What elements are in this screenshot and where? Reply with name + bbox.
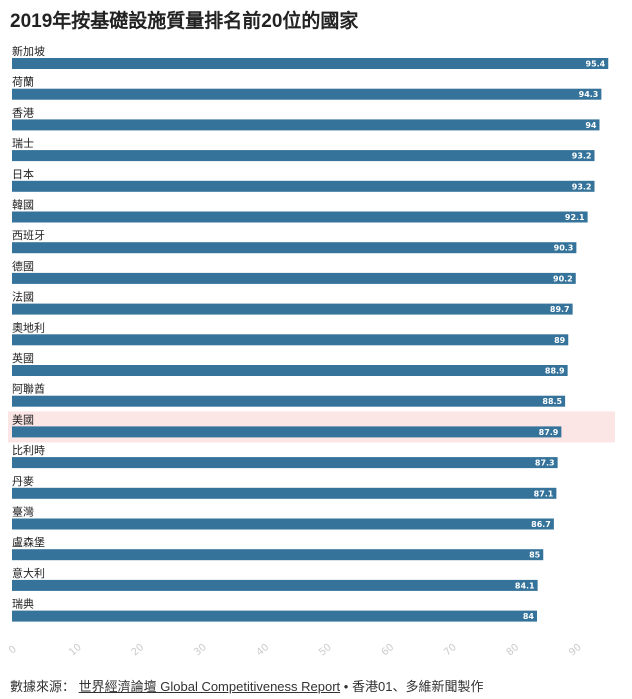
source-line: 數據來源： 世界經濟論壇 Global Competitiveness Repo… — [10, 676, 483, 695]
x-tick-label: 70 — [442, 642, 459, 659]
value-label: 86.7 — [531, 520, 551, 529]
value-label: 87.3 — [535, 459, 555, 468]
value-label: 89.7 — [550, 305, 570, 314]
x-tick-label: 0 — [7, 644, 19, 657]
source-link[interactable]: 世界經濟論壇 Global Competitiveness Report — [78, 679, 341, 694]
value-label: 89 — [554, 336, 566, 345]
bar — [12, 334, 569, 346]
x-tick-label: 60 — [380, 642, 397, 659]
source-credits: 香港01、多維新聞製作 — [351, 679, 484, 694]
category-label: 香港 — [12, 106, 34, 119]
value-label: 84.1 — [515, 581, 535, 590]
bar — [12, 549, 544, 561]
category-label: 美國 — [12, 413, 34, 426]
category-label: 比利時 — [12, 444, 45, 457]
x-tick-label: 20 — [130, 642, 147, 659]
value-label: 87.9 — [539, 428, 559, 437]
bar — [12, 457, 558, 469]
bar-chart: 新加坡 95.4 荷蘭 94.3 香港 94 瑞士 93.2 日本 93.2 韓國 92.1 西班牙 90… — [7, 44, 615, 659]
category-label: 奧地利 — [12, 321, 45, 334]
category-label: 日本 — [12, 167, 34, 181]
bar — [12, 88, 602, 100]
source-separator: • — [343, 679, 349, 694]
x-tick-label: 40 — [255, 642, 272, 659]
value-label: 90.2 — [553, 274, 573, 283]
value-label: 85 — [529, 551, 541, 560]
chart-title: 2019年按基礎設施質量排名前20位的國家 — [10, 11, 359, 32]
category-label: 德國 — [12, 259, 34, 273]
value-label: 92.1 — [565, 213, 585, 222]
x-tick-label: 50 — [317, 642, 334, 659]
x-tick-label: 80 — [505, 642, 522, 659]
bar — [12, 303, 573, 315]
x-tick-label: 90 — [567, 642, 584, 659]
value-label: 90.3 — [554, 244, 574, 253]
value-label: 93.2 — [572, 182, 592, 191]
value-label: 94 — [585, 121, 597, 130]
bar — [12, 150, 595, 162]
bar — [12, 119, 600, 131]
category-label: 荷蘭 — [12, 76, 34, 89]
category-label: 瑞典 — [12, 597, 34, 611]
value-label: 93.2 — [572, 152, 592, 161]
source-prefix: 數據來源： — [10, 679, 76, 694]
value-label: 95.4 — [586, 60, 606, 69]
bar — [12, 426, 562, 438]
category-label: 西班牙 — [12, 229, 45, 242]
bar — [12, 487, 557, 499]
category-label: 韓國 — [12, 199, 34, 212]
value-label: 84 — [523, 612, 535, 621]
bar — [12, 180, 595, 192]
bar — [12, 272, 576, 284]
category-label: 臺灣 — [12, 505, 34, 519]
bar — [12, 58, 609, 69]
bar — [12, 365, 568, 376]
category-label: 新加坡 — [12, 44, 45, 58]
value-label: 88.5 — [542, 397, 562, 406]
value-label: 88.9 — [545, 367, 565, 376]
bar — [12, 579, 538, 591]
category-label: 意大利 — [12, 566, 45, 580]
category-label: 瑞士 — [12, 136, 34, 150]
bar — [12, 211, 588, 223]
category-label: 阿聯酋 — [12, 382, 45, 396]
bar — [12, 610, 537, 622]
value-label: 94.3 — [579, 90, 599, 99]
category-label: 法國 — [12, 290, 34, 304]
bar — [12, 395, 566, 407]
value-label: 87.1 — [534, 489, 554, 498]
category-label: 丹麥 — [12, 475, 34, 488]
category-label: 盧森堡 — [12, 535, 45, 549]
bar — [12, 242, 577, 254]
x-tick-label: 10 — [67, 642, 84, 659]
category-label: 英國 — [12, 351, 34, 365]
x-tick-label: 30 — [192, 642, 209, 659]
bar — [12, 518, 554, 530]
